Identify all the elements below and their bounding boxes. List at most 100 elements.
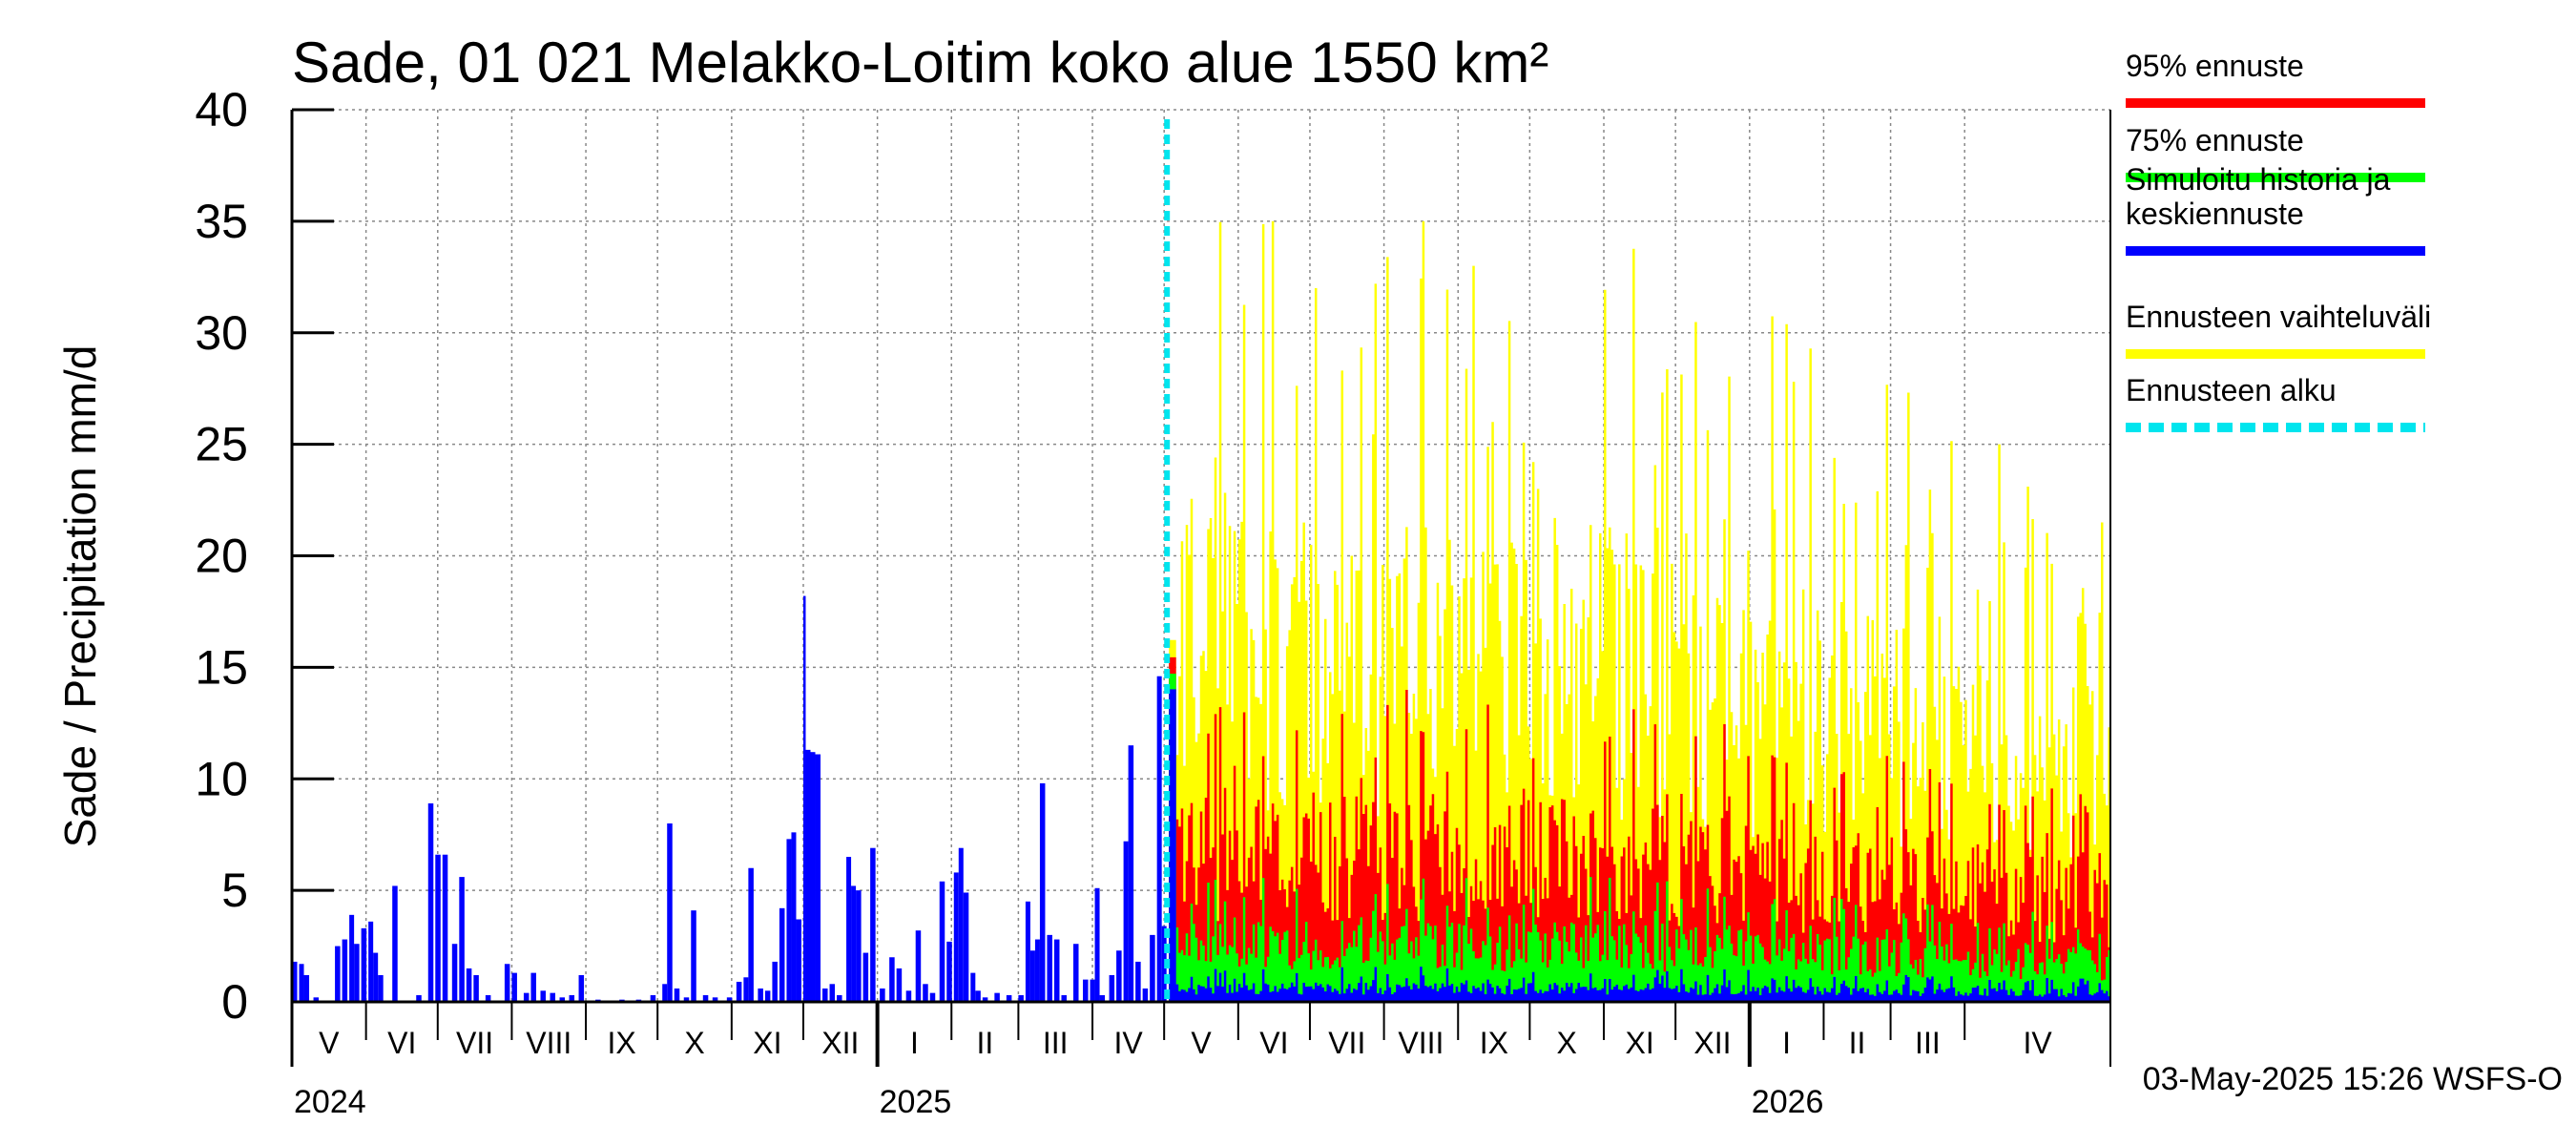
history-bar [1135,961,1141,1002]
history-bar [779,907,785,1002]
history-bar [846,857,852,1002]
y-tick-label: 30 [195,306,248,360]
history-bar [748,867,754,1002]
history-bar [1142,988,1149,1002]
history-bar [559,997,566,1002]
y-tick-label: 5 [221,864,248,917]
history-bar [1006,994,1012,1002]
month-label: VIII [1398,1026,1444,1060]
month-label: XI [1625,1026,1653,1060]
year-label: 2026 [1752,1084,1824,1120]
month-label: III [1915,1026,1941,1060]
month-label: IV [1113,1026,1143,1060]
y-axis-label: Sade / Precipitation mm/d [55,345,105,848]
history-bar [712,997,718,1002]
history-bar [451,944,458,1002]
history-bar [473,974,479,1002]
month-label: II [976,1026,993,1060]
history-bar [929,992,936,1002]
history-bar [870,847,876,1002]
month-label: VIII [526,1026,571,1060]
history-bar [416,994,422,1002]
month-label: IV [2023,1026,2052,1060]
history-bar [1099,994,1106,1002]
history-bar [915,930,922,1002]
history-bar [953,872,959,1002]
history-bar [392,885,398,1002]
history-bar [862,952,869,1002]
history-bar [851,885,857,1002]
month-label: XII [821,1026,859,1060]
history-bar [667,823,673,1002]
year-label: 2024 [294,1084,366,1120]
history-bar [1090,979,1095,1002]
history-bar [1047,934,1052,1002]
month-label: V [319,1026,340,1060]
forecast-band [1169,220,2110,1002]
history-bar [1123,841,1129,1002]
month-label: X [684,1026,704,1060]
history-bar [569,994,575,1002]
history-bar [764,990,771,1002]
month-label: II [1849,1026,1866,1060]
history-bar [1161,926,1167,1002]
history-bar [1150,934,1155,1002]
timestamp-footer: 03-May-2025 15:26 WSFS-O [2143,1061,2563,1097]
history-bar [702,994,709,1002]
month-label: I [910,1026,919,1060]
history-bar [939,881,945,1002]
history-bar [1053,939,1060,1002]
y-tick-label: 0 [221,975,248,1029]
history-bar [1083,979,1089,1002]
month-label: XI [753,1026,781,1060]
history-bar [805,749,811,1002]
month-label: VII [1328,1026,1365,1060]
history-bar [1116,950,1122,1002]
history-bar [427,802,434,1002]
history-bar [368,921,374,1002]
history-bar [822,988,828,1002]
history-bar [1018,994,1024,1002]
history-bar [292,961,298,1002]
legend-label: 95% ennuste [2126,49,2304,83]
month-label: IX [1480,1026,1508,1060]
month-label: XII [1693,1026,1731,1060]
history-bar [1039,782,1046,1002]
history-bar [772,961,778,1002]
forecast-band [1169,674,2110,1002]
history-bar [810,752,816,1002]
history-bar [1156,676,1162,1002]
y-tick-label: 15 [195,640,248,694]
history-bar [1094,887,1100,1002]
history-bar [466,968,472,1002]
history-bar [726,997,733,1002]
history-bar [975,990,981,1002]
history-bar [378,974,384,1002]
legend-label: Ennusteen alku [2126,373,2337,407]
y-tick-label: 25 [195,418,248,471]
forecast-bands [1169,220,2110,1002]
history-bar [829,984,836,1002]
year-label: 2025 [880,1084,952,1120]
history-bar [1029,950,1035,1002]
chart-title: Sade, 01 021 Melakko-Loitim koko alue 15… [292,31,1548,94]
history-bar [1034,939,1040,1002]
history-bar [674,988,680,1002]
forecast-band [1169,656,2110,1002]
history-bar [511,972,517,1002]
legend-label: keskiennuste [2126,197,2304,231]
history-bar [335,946,341,1002]
history-bar [958,847,964,1002]
history-bar [837,994,842,1002]
history-bar [578,974,585,1002]
history-bar [435,854,441,1002]
history-bar [963,892,969,1002]
legend: 95% ennuste 75% ennuste Simuloitu historia… [2126,49,2431,432]
y-tick-label: 35 [195,195,248,248]
history-bar [786,839,792,1002]
history-bars [292,595,1167,1002]
history-bar [313,997,320,1002]
history-bar [815,754,821,1002]
